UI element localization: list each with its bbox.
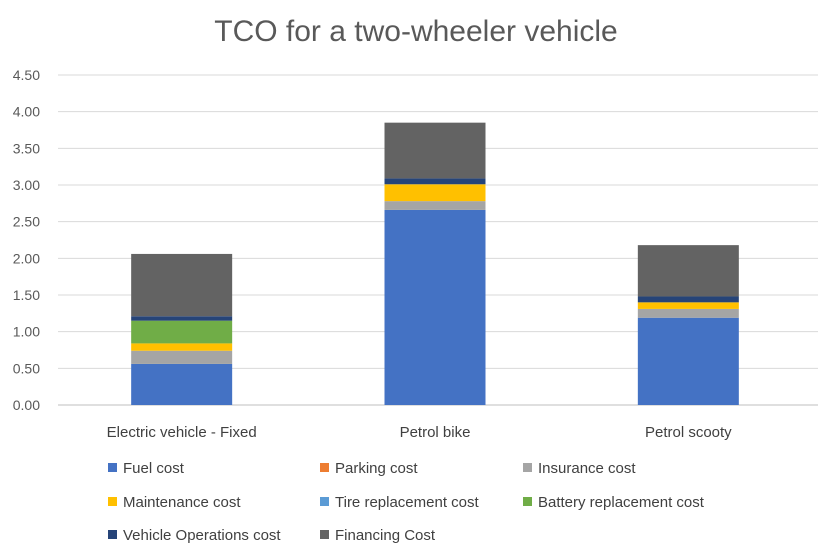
- legend-swatch: [320, 497, 329, 506]
- bar-segment: [637, 317, 739, 405]
- bar-segment: [637, 308, 739, 318]
- legend-label: Maintenance cost: [123, 494, 241, 511]
- legend-label: Insurance cost: [538, 460, 636, 477]
- bar-segment: [637, 302, 739, 309]
- legend-swatch: [320, 463, 329, 472]
- bar-segment: [384, 184, 486, 202]
- chart-title: TCO for a two-wheeler vehicle: [214, 15, 617, 48]
- y-tick-label: 3.50: [13, 140, 40, 156]
- y-tick-label: 4.00: [13, 104, 40, 120]
- bar-segment: [131, 253, 233, 317]
- x-category-label: Petrol scooty: [645, 424, 732, 441]
- y-tick-label: 1.00: [13, 324, 40, 340]
- y-tick-label: 3.00: [13, 177, 40, 193]
- x-category-label: Electric vehicle - Fixed: [107, 424, 257, 441]
- legend-swatch: [523, 463, 532, 472]
- legend-swatch: [108, 497, 117, 506]
- bar-segment: [384, 209, 486, 405]
- bar-segment: [131, 320, 233, 344]
- legend-label: Tire replacement cost: [335, 494, 479, 511]
- y-tick-label: 2.50: [13, 214, 40, 230]
- bar-segment: [131, 350, 233, 364]
- legend-label: Fuel cost: [123, 460, 185, 477]
- y-tick-label: 0.50: [13, 360, 40, 376]
- bar-segment: [637, 296, 739, 303]
- bar-segment: [384, 122, 486, 179]
- legend-swatch: [320, 530, 329, 539]
- legend-swatch: [523, 497, 532, 506]
- legend: Fuel cost Parking cost Insurance cost Maint…: [108, 460, 705, 544]
- x-axis-categories: Electric vehicle - Fixed Petrol bike Petro…: [107, 424, 733, 441]
- bar-segment: [637, 245, 739, 297]
- bar-segment: [131, 363, 233, 405]
- legend-label: Battery replacement cost: [538, 494, 705, 511]
- bar-segment: [384, 178, 486, 185]
- legend-label: Financing Cost: [335, 527, 436, 544]
- legend-label: Parking cost: [335, 460, 418, 477]
- bars: [131, 122, 739, 405]
- bar-segment: [131, 343, 233, 351]
- legend-swatch: [108, 530, 117, 539]
- y-tick-label: 1.50: [13, 287, 40, 303]
- y-axis-ticks: 0.00 0.50 1.00 1.50 2.00 2.50 3.00 3.50 4.00 4.50: [13, 67, 40, 413]
- bar-segment: [131, 316, 233, 321]
- bar-segment: [384, 201, 486, 210]
- x-category-label: Petrol bike: [400, 424, 471, 441]
- y-tick-label: 0.00: [13, 397, 40, 413]
- y-tick-label: 4.50: [13, 67, 40, 83]
- legend-swatch: [108, 463, 117, 472]
- legend-label: Vehicle Operations cost: [123, 527, 281, 544]
- y-tick-label: 2.00: [13, 250, 40, 266]
